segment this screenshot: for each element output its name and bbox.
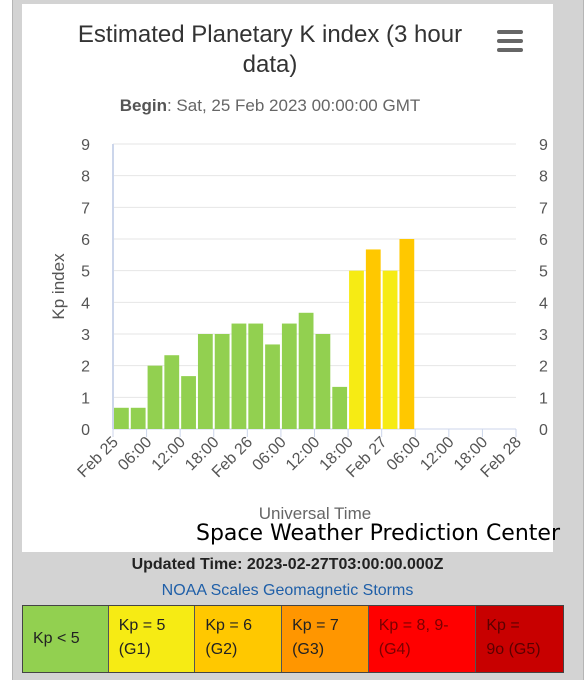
scale-cell: Kp = 8, 9- (G4) xyxy=(368,606,477,672)
kp-bar xyxy=(382,270,398,429)
y-tick-label-right: 8 xyxy=(539,169,548,186)
x-tick-label: Feb 25 xyxy=(75,434,122,481)
scale-cell: Kp < 5 xyxy=(23,606,109,672)
subtitle-value: : Sat, 25 Feb 2023 00:00:00 GMT xyxy=(166,96,421,115)
y-tick-label-right: 3 xyxy=(539,327,548,344)
kp-bar xyxy=(147,365,163,429)
noaa-scales-link[interactable]: NOAA Scales Geomagnetic Storms xyxy=(161,582,414,599)
kp-bar xyxy=(265,344,280,429)
y-tick-label-right: 4 xyxy=(539,295,548,312)
kp-bar xyxy=(231,323,247,429)
kp-bar xyxy=(365,249,381,429)
scale-cell: Kp = 6 (G2) xyxy=(195,606,283,672)
y-tick-label-right: 6 xyxy=(539,232,548,249)
x-tick-label: 06:00 xyxy=(115,434,155,474)
scale-cell: Kp = 9o (G5) xyxy=(476,606,563,672)
kp-bar xyxy=(197,334,213,429)
scale-cell-line: Kp < 5 xyxy=(33,630,80,647)
x-tick-label: 12:00 xyxy=(149,434,189,474)
x-tick-label: 12:00 xyxy=(283,434,323,474)
scale-cell-line: Kp = 5 xyxy=(118,617,166,634)
y-tick-label-right: 7 xyxy=(539,200,548,217)
y-tick-label-left: 0 xyxy=(81,422,90,439)
kp-bar xyxy=(399,239,415,429)
x-tick-label: 12:00 xyxy=(417,434,457,474)
y-tick-label-left: 4 xyxy=(81,295,90,312)
scale-cell-line: (G1) xyxy=(118,641,151,658)
y-axis-title: Kp index xyxy=(49,253,68,320)
kp-bar xyxy=(164,355,180,429)
y-tick-label-left: 8 xyxy=(81,169,90,186)
chart-container xyxy=(22,4,553,552)
kp-bar xyxy=(349,270,364,429)
chart-credit: Space Weather Prediction Center xyxy=(196,521,560,546)
kp-bar xyxy=(114,407,129,429)
updated-time: Updated Time: 2023-02-27T03:00:00.000Z xyxy=(131,556,444,573)
geomagnetic-scale-legend: Kp < 5 Kp = 5 (G1) Kp = 6 (G2) Kp = 7 (G3) Kp =… xyxy=(22,605,564,673)
y-tick-label-right: 5 xyxy=(539,264,548,281)
kp-bar xyxy=(181,376,196,429)
kp-bar xyxy=(281,323,297,429)
scale-cell-line: Kp = 6 xyxy=(205,617,253,634)
scale-cell-line: (G3) xyxy=(292,641,325,658)
chart-title: Estimated Planetary K index (3 hour data… xyxy=(77,21,463,78)
scale-cell: Kp = 5 (G1) xyxy=(108,606,196,672)
kp-bar xyxy=(332,386,348,429)
y-tick-label-right: 1 xyxy=(539,390,548,407)
kp-bar xyxy=(130,407,146,429)
y-tick-label-left: 2 xyxy=(81,359,90,376)
scale-cell-line: 9o (G5) xyxy=(486,641,541,658)
scale-cell-line: Kp = 8, 9- xyxy=(378,617,449,634)
y-tick-label-left: 9 xyxy=(81,137,90,154)
scale-cell-line: (G2) xyxy=(205,641,238,658)
y-tick-label-right: 0 xyxy=(539,422,548,439)
kp-bar xyxy=(248,323,264,429)
y-tick-label-left: 7 xyxy=(81,200,90,217)
chart-subtitle: Begin: Sat, 25 Feb 2023 00:00:00 GMT xyxy=(60,96,480,116)
y-tick-label-left: 6 xyxy=(81,232,90,249)
scale-cell-line: (G4) xyxy=(378,641,411,658)
kp-bar xyxy=(298,312,314,429)
x-axis-title: Universal Time xyxy=(259,504,371,523)
kp-bar xyxy=(315,334,331,429)
y-tick-label-right: 2 xyxy=(539,359,548,376)
kp-bar xyxy=(214,334,230,429)
scale-cell-line: Kp = 7 xyxy=(292,617,339,634)
y-tick-label-left: 1 xyxy=(81,390,90,407)
scale-cell: Kp = 7 (G3) xyxy=(282,606,369,672)
hamburger-menu-icon[interactable] xyxy=(497,30,523,52)
y-tick-label-left: 5 xyxy=(81,264,90,281)
x-tick-label: 06:00 xyxy=(384,434,424,474)
scale-cell-line: Kp = xyxy=(486,617,520,634)
subtitle-label: Begin xyxy=(119,96,167,115)
x-tick-label: 06:00 xyxy=(249,434,289,474)
y-tick-label-left: 3 xyxy=(81,327,90,344)
y-tick-label-right: 9 xyxy=(539,137,548,154)
